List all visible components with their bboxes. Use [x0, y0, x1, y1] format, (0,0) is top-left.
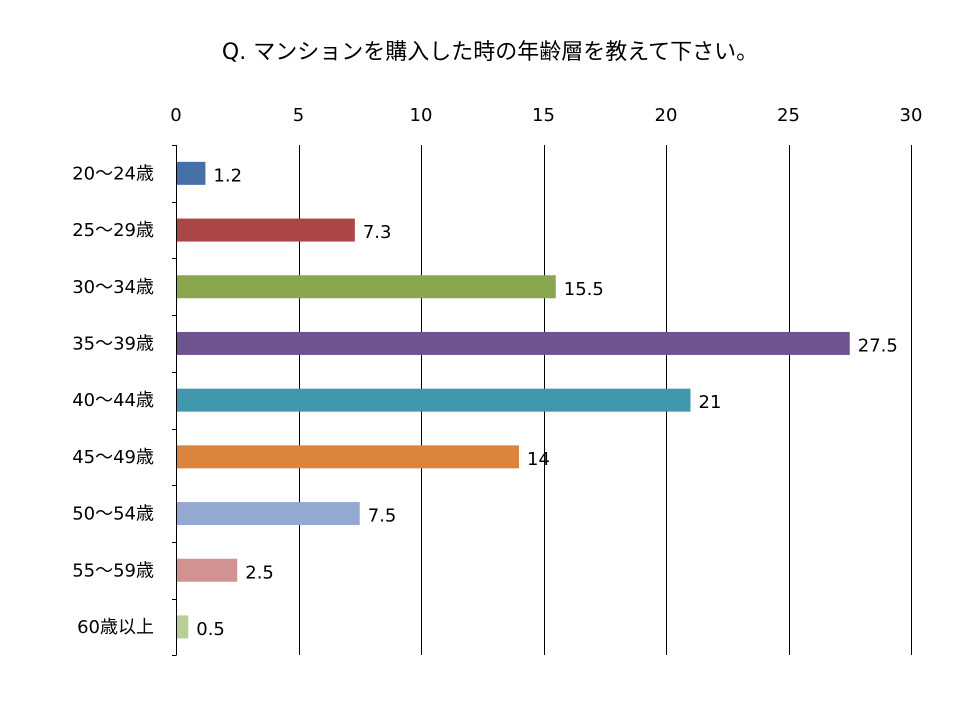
data-label: 21	[699, 392, 722, 413]
data-label: 7.3	[363, 222, 392, 243]
bar	[177, 275, 556, 299]
data-label: 2.5	[245, 562, 274, 583]
bar	[177, 445, 519, 469]
category-label: 60歳以上	[77, 617, 154, 638]
x-tick-label: 25	[777, 105, 800, 126]
x-tick-label: 30	[900, 105, 923, 126]
data-label: 14	[527, 449, 550, 470]
category-label: 55〜59歳	[72, 560, 154, 581]
data-label: 15.5	[564, 279, 604, 300]
x-tick-label: 20	[655, 105, 678, 126]
bar	[177, 615, 189, 639]
category-label: 45〜49歳	[72, 447, 154, 468]
data-label: 7.5	[368, 506, 397, 527]
bar	[177, 388, 691, 412]
bars	[177, 161, 850, 639]
bar	[177, 331, 850, 355]
category-label: 25〜29歳	[72, 220, 154, 241]
data-label: 1.2	[213, 165, 242, 186]
value-labels: 1.2 7.3 15.5 27.5 21 14 7.5 2.5 0.5	[196, 165, 898, 640]
x-axis-ticks: 0 5 10 15 20 25 30	[170, 105, 922, 126]
category-label: 20〜24歳	[72, 163, 154, 184]
data-label: 0.5	[196, 619, 225, 640]
bar	[177, 161, 206, 185]
category-label: 35〜39歳	[72, 333, 154, 354]
category-label: 50〜54歳	[72, 504, 154, 525]
x-tick-label: 10	[410, 105, 433, 126]
bar	[177, 502, 360, 526]
x-tick-label: 0	[170, 105, 181, 126]
category-label: 40〜44歳	[72, 390, 154, 411]
data-label: 27.5	[858, 335, 898, 356]
bar	[177, 218, 355, 242]
x-tick-label: 5	[293, 105, 304, 126]
category-label: 30〜34歳	[72, 277, 154, 298]
category-labels: 20〜24歳 25〜29歳 30〜34歳 35〜39歳 40〜44歳 45〜49歳 50〜5…	[72, 163, 154, 638]
x-tick-label: 15	[532, 105, 555, 126]
bar	[177, 558, 238, 582]
chart-title: Q. マンションを購入した時の年齢層を教えて下さい。	[221, 40, 759, 65]
